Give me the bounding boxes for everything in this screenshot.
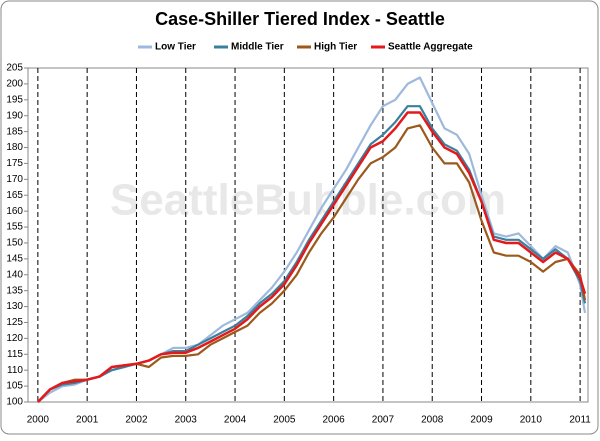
y-tick-label: 180	[6, 142, 23, 153]
y-tick-label: 140	[6, 269, 23, 280]
y-tick-label: 190	[6, 110, 23, 121]
y-tick-label: 120	[6, 333, 23, 344]
x-tick-label: 2000	[27, 415, 50, 426]
y-tick-label: 205	[6, 63, 23, 74]
y-tick-label: 170	[6, 174, 23, 185]
y-tick-label: 130	[6, 301, 23, 312]
y-tick-label: 125	[6, 317, 23, 328]
y-tick-label: 105	[6, 381, 23, 392]
x-tick-label: 2007	[372, 415, 395, 426]
x-tick-label: 2005	[273, 415, 296, 426]
x-tick-label: 2009	[470, 415, 493, 426]
x-tick-label: 2006	[323, 415, 346, 426]
x-tick-label: 2001	[76, 415, 99, 426]
y-tick-label: 175	[6, 158, 23, 169]
x-tick-label: 2008	[421, 415, 444, 426]
y-tick-label: 150	[6, 238, 23, 249]
y-tick-label: 135	[6, 285, 23, 296]
x-tick-label: 2002	[125, 415, 148, 426]
x-tick-label: 2004	[224, 415, 247, 426]
watermark: SeattleBubble.com	[110, 176, 506, 225]
legend-label: Seattle Aggregate	[388, 42, 473, 53]
chart-title: Case-Shiller Tiered Index - Seattle	[155, 9, 445, 29]
legend-label: Middle Tier	[231, 42, 284, 53]
series-line	[37, 111, 587, 403]
y-tick-label: 145	[6, 253, 23, 264]
y-tick-label: 100	[6, 397, 23, 408]
plot-area	[27, 67, 589, 403]
y-tick-label: 155	[6, 222, 23, 233]
y-tick-label: 115	[7, 349, 23, 360]
x-tick-label: 2003	[175, 415, 198, 426]
y-tick-label: 165	[6, 190, 23, 201]
y-tick-label: 195	[6, 94, 23, 105]
legend-label: Low Tier	[155, 42, 196, 53]
y-tick-label: 160	[6, 206, 23, 217]
legend-label: High Tier	[314, 42, 357, 53]
y-tick-label: 110	[7, 365, 23, 376]
y-tick-label: 185	[6, 126, 23, 137]
y-tick-label: 200	[6, 79, 23, 90]
x-tick-label: 2011	[569, 415, 591, 426]
x-tick-label: 2010	[520, 415, 543, 426]
